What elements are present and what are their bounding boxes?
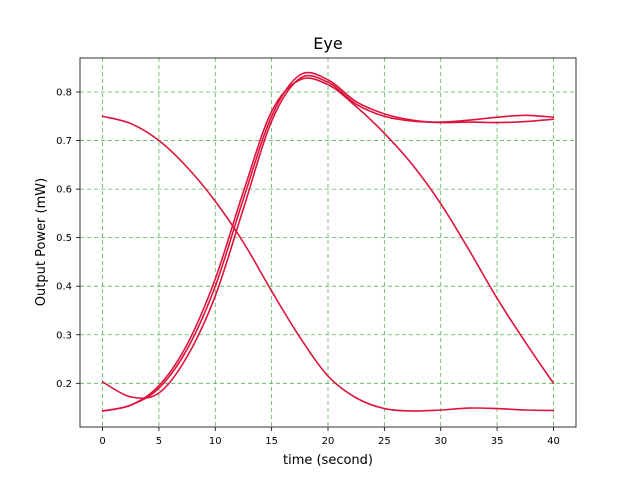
y-tick-label: 0.7 (56, 136, 72, 147)
y-axis-label: Output Power (mW) (34, 178, 49, 306)
x-tick-label: 0 (99, 436, 105, 447)
chart-title: Eye (313, 34, 342, 53)
y-tick-label: 0.6 (56, 185, 72, 196)
eye-trace-line-2 (101, 71, 555, 412)
y-tick-label: 0.2 (56, 379, 72, 390)
eye-trace-line-3 (101, 74, 555, 400)
eye-trace-line-1 (101, 115, 555, 412)
x-tick-label: 5 (156, 436, 162, 447)
y-tick-label: 0.8 (56, 87, 72, 98)
y-tick-label: 0.4 (56, 282, 72, 293)
x-tick-label: 15 (265, 436, 278, 447)
x-axis-label: time (second) (283, 453, 373, 468)
grid (80, 58, 576, 427)
x-tick-label: 25 (378, 436, 391, 447)
series-lines (101, 71, 555, 412)
x-axis-ticks: 0 5 10 15 20 25 30 35 40 (99, 427, 560, 447)
x-tick-label: 30 (434, 436, 447, 447)
eye-trace-line-4 (101, 77, 555, 412)
y-tick-label: 0.3 (56, 330, 72, 341)
x-tick-label: 35 (491, 436, 504, 447)
x-tick-label: 20 (322, 436, 335, 447)
x-tick-label: 40 (547, 436, 560, 447)
y-axis-ticks: 0.2 0.3 0.4 0.5 0.6 0.7 0.8 (56, 87, 80, 390)
x-tick-label: 10 (209, 436, 222, 447)
y-tick-label: 0.5 (56, 233, 72, 244)
